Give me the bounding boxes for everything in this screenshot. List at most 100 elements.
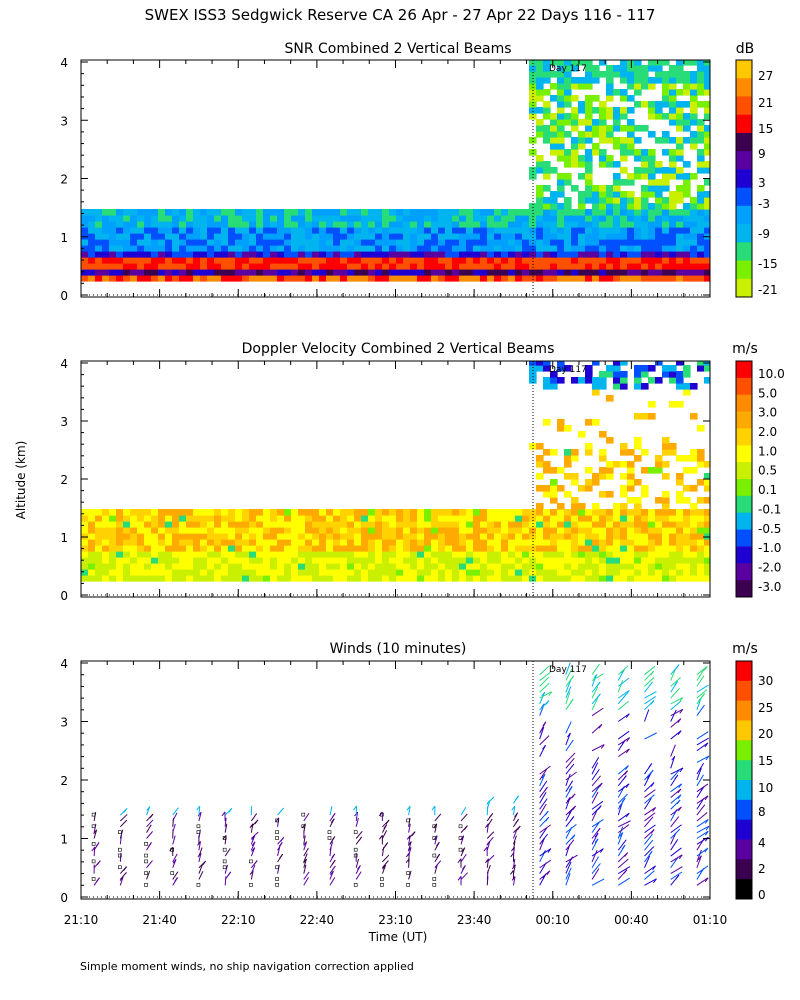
heatmap-cell xyxy=(389,551,397,558)
heatmap-cell xyxy=(319,563,327,570)
heatmap-cell xyxy=(620,65,628,72)
heatmap-cell xyxy=(263,557,271,564)
heatmap-cell xyxy=(676,263,684,270)
heatmap-cell xyxy=(690,209,698,216)
heatmap-cell xyxy=(396,221,404,228)
heatmap-cell xyxy=(193,515,201,522)
heatmap-cell xyxy=(130,275,138,282)
heatmap-cell xyxy=(627,461,635,468)
wind-barb xyxy=(591,848,604,857)
heatmap-cell xyxy=(459,575,467,582)
heatmap-cell xyxy=(501,521,509,528)
heatmap-cell xyxy=(669,557,677,564)
heatmap-cell xyxy=(151,251,159,258)
heatmap-cell xyxy=(550,467,558,474)
wind-barb xyxy=(591,674,598,687)
heatmap-cell xyxy=(585,533,593,540)
heatmap-cell xyxy=(697,251,705,258)
heatmap-cell xyxy=(144,509,152,516)
heatmap-cell xyxy=(179,233,187,240)
heatmap-cell xyxy=(256,209,264,216)
heatmap-cell xyxy=(368,215,376,222)
heatmap-cell xyxy=(347,245,355,252)
heatmap-cell xyxy=(403,251,411,258)
heatmap-cell xyxy=(298,251,306,258)
heatmap-cell xyxy=(669,161,677,168)
heatmap-cell xyxy=(277,569,285,576)
heatmap-cell xyxy=(452,245,460,252)
heatmap-cell xyxy=(459,275,467,282)
heatmap-cell xyxy=(697,131,705,138)
heatmap-cell xyxy=(620,557,628,564)
heatmap-cell xyxy=(193,521,201,528)
heatmap-cell xyxy=(592,269,600,276)
heatmap-cell xyxy=(186,557,194,564)
heatmap-cell xyxy=(319,539,327,546)
heatmap-cell xyxy=(347,539,355,546)
heatmap-cell xyxy=(319,551,327,558)
heatmap-cell xyxy=(487,239,495,246)
wind-barb-flag xyxy=(653,878,657,884)
heatmap-cell xyxy=(690,449,698,456)
heatmap-cell xyxy=(599,545,607,552)
heatmap-cell xyxy=(697,257,705,264)
heatmap-cell xyxy=(165,245,173,252)
wind-barb xyxy=(303,823,306,833)
heatmap-cell xyxy=(361,527,369,534)
heatmap-cell xyxy=(277,557,285,564)
heatmap-cell xyxy=(571,509,579,516)
wind-barb xyxy=(198,847,203,857)
x-tick-label: 22:10 xyxy=(221,913,256,927)
heatmap-cell xyxy=(396,509,404,516)
heatmap-cell xyxy=(410,551,418,558)
heatmap-cell xyxy=(396,521,404,528)
wind-barb xyxy=(224,876,227,886)
calm-wind-marker xyxy=(275,877,279,881)
heatmap-cell xyxy=(557,203,565,210)
wind-barb-flag xyxy=(228,808,233,813)
wind-barb xyxy=(355,811,359,822)
heatmap-cell xyxy=(221,521,229,528)
heatmap-cell xyxy=(543,215,551,222)
heatmap-cell xyxy=(305,227,313,234)
heatmap-cell xyxy=(662,137,670,144)
heatmap-cell xyxy=(564,161,572,168)
wind-barb xyxy=(512,876,516,886)
heatmap-cell xyxy=(193,239,201,246)
heatmap-cell xyxy=(599,275,607,282)
heatmap-cell xyxy=(641,383,649,390)
heatmap-cell xyxy=(207,521,215,528)
heatmap-cell xyxy=(529,89,537,96)
heatmap-cell xyxy=(137,227,145,234)
heatmap-cell xyxy=(606,371,614,378)
heatmap-cell xyxy=(291,257,299,264)
heatmap-cell xyxy=(466,263,474,270)
heatmap-cell xyxy=(606,551,614,558)
heatmap-cell xyxy=(438,257,446,264)
heatmap-cell xyxy=(277,533,285,540)
wind-barb xyxy=(303,812,310,822)
heatmap-cell xyxy=(270,539,278,546)
heatmap-cell xyxy=(529,215,537,222)
wind-barb xyxy=(696,774,704,787)
heatmap-cell xyxy=(557,143,565,150)
heatmap-cell xyxy=(655,515,663,522)
heatmap-cell xyxy=(424,557,432,564)
heatmap-cell xyxy=(305,509,313,516)
heatmap-cell xyxy=(655,551,663,558)
heatmap-cell xyxy=(571,161,579,168)
heatmap-cell xyxy=(305,221,313,228)
heatmap-cell xyxy=(403,275,411,282)
heatmap-cell xyxy=(228,275,236,282)
wind-barb xyxy=(670,828,681,839)
heatmap-cell xyxy=(564,269,572,276)
heatmap-cell xyxy=(543,239,551,246)
heatmap-cell xyxy=(648,113,656,120)
heatmap-cell xyxy=(242,551,250,558)
heatmap-cell xyxy=(543,185,551,192)
heatmap-cell xyxy=(529,361,537,366)
heatmap-cell xyxy=(648,233,656,240)
heatmap-cell xyxy=(627,509,635,516)
heatmap-cell xyxy=(256,539,264,546)
heatmap-cell xyxy=(102,539,110,546)
